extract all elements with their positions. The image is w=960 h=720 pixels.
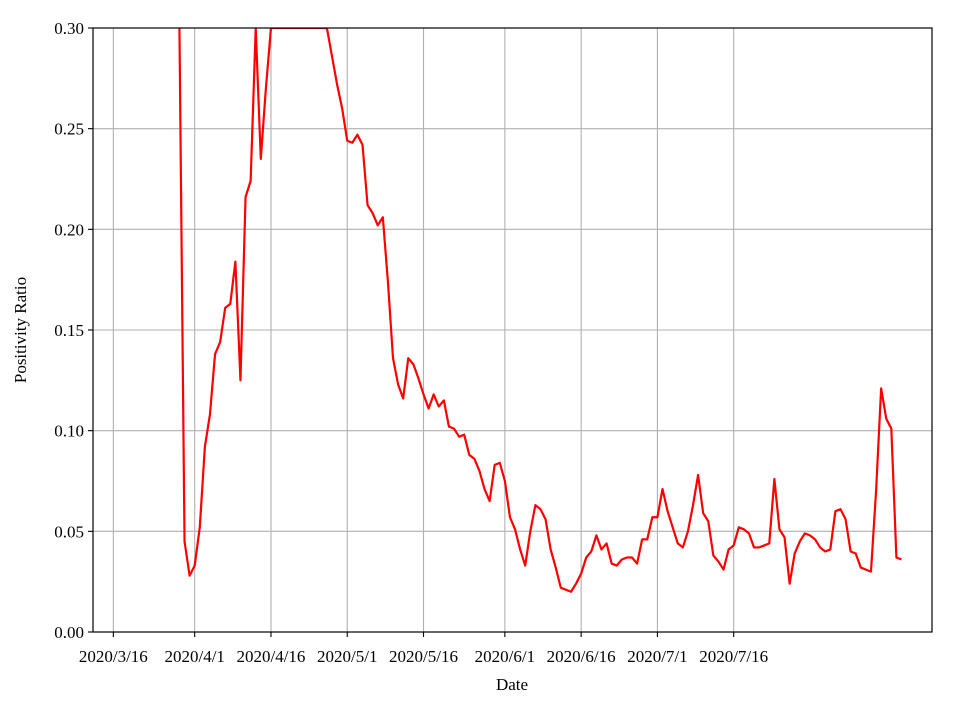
x-tick-label: 2020/3/16: [79, 647, 148, 666]
x-axis-label: Date: [496, 675, 528, 694]
y-tick-label: 0.00: [54, 623, 84, 642]
x-tick-label: 2020/6/16: [547, 647, 616, 666]
y-tick-label: 0.20: [54, 220, 84, 239]
y-tick-label: 0.10: [54, 422, 84, 441]
grid-lines: [93, 27, 932, 633]
y-tick-label: 0.15: [54, 321, 84, 340]
y-tick-label: 0.25: [54, 120, 84, 139]
data-series: [178, 28, 902, 593]
x-tick-label: 2020/5/16: [389, 647, 458, 666]
y-tick-label: 0.05: [54, 522, 84, 541]
x-tick-label: 2020/4/1: [164, 647, 224, 666]
y-tick-label: 0.30: [54, 19, 84, 38]
x-tick-label: 2020/4/16: [236, 647, 305, 666]
x-tick-label: 2020/6/1: [475, 647, 535, 666]
y-axis-label: Positivity Ratio: [11, 277, 30, 383]
x-tick-label: 2020/7/16: [699, 647, 768, 666]
x-tick-label: 2020/7/1: [627, 647, 687, 666]
series-line-0: [178, 28, 902, 593]
x-tick-label: 2020/5/1: [317, 647, 377, 666]
y-axis: 0.00 0.05 0.10 0.15 0.20 0.25 0.30: [54, 19, 93, 642]
x-axis: 2020/3/16 2020/4/1 2020/4/16 2020/5/1 2020/5…: [79, 632, 768, 666]
